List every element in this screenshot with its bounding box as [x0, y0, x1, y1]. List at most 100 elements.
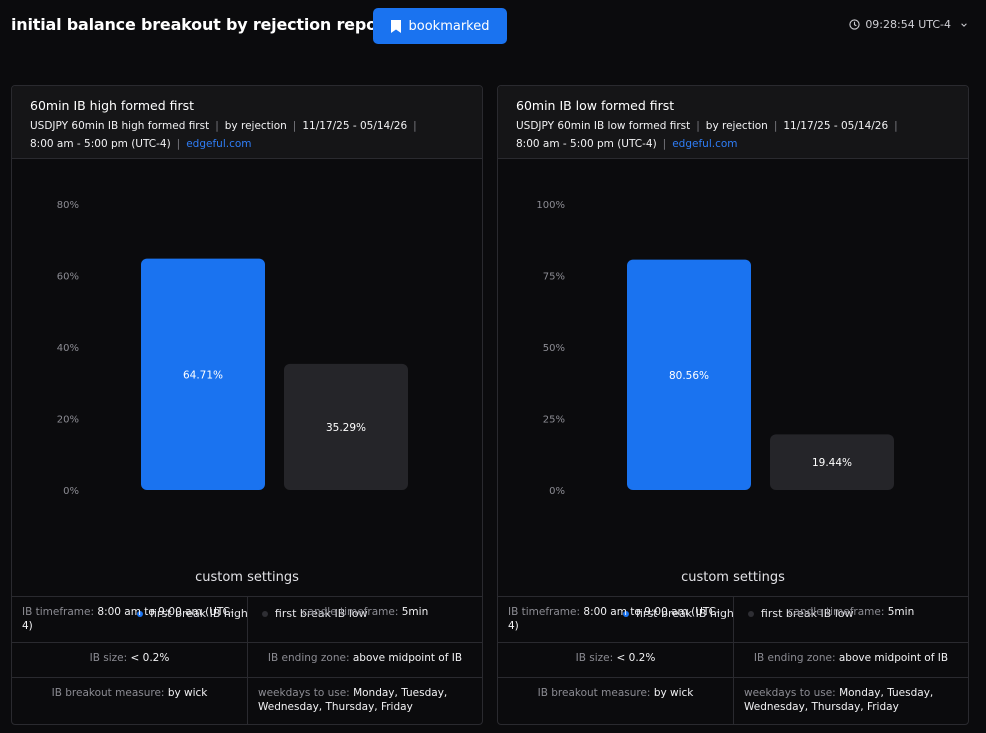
- clock-time: 09:28:54 UTC-4: [865, 18, 951, 31]
- top-bar: initial balance breakout by rejection re…: [0, 0, 986, 52]
- clock-icon: [849, 19, 860, 30]
- legend-item-low: first break IB low: [747, 607, 854, 620]
- chevron-down-icon: [961, 22, 967, 27]
- bar-low: [770, 434, 894, 490]
- y-tick-label: 80%: [57, 200, 79, 211]
- setting-ib-size: IB size: < 0.2%: [12, 643, 247, 677]
- meta-hours: 8:00 am - 5:00 pm (UTC-4): [30, 138, 171, 150]
- setting-value: by wick: [167, 687, 208, 699]
- setting-value: above midpoint of IB: [352, 652, 463, 664]
- settings-row: IB size: < 0.2% IB ending zone: above mi…: [12, 643, 482, 678]
- legend-dot: [261, 610, 268, 617]
- legend-label: first break IB low: [760, 607, 854, 620]
- meta-dates: 11/17/25 - 05/14/26: [302, 120, 408, 132]
- legend-dot: [137, 610, 143, 617]
- chart-svg: 0% 25% 50% 75% 100% 80.56% 19.44%: [536, 200, 894, 497]
- y-tick-label: 25%: [543, 415, 565, 426]
- setting-candle-timeframe: candle timeframe: 5min: [733, 597, 968, 642]
- y-tick-label: 0%: [63, 486, 79, 497]
- bar-high: [141, 258, 265, 490]
- settings-grid: IB timeframe: 8:00 am to 9:00 am (UTC-4)…: [12, 596, 482, 724]
- settings-row: IB size: < 0.2% IB ending zone: above mi…: [498, 643, 968, 678]
- setting-breakout-measure: IB breakout measure: by wick: [12, 678, 247, 724]
- legend-item-high: first break IB high: [137, 607, 248, 620]
- meta-subject: USDJPY 60min IB low formed first: [516, 120, 691, 132]
- legend-label: first break IB high: [150, 607, 248, 620]
- bookmark-button[interactable]: bookmarked: [373, 8, 507, 44]
- settings-row: IB breakout measure: by wick weekdays to…: [498, 678, 968, 724]
- setting-value: Monday, Tuesday, Wednesday, Thursday, Fr…: [258, 687, 448, 713]
- bookmark-label: bookmarked: [408, 18, 490, 34]
- card-meta: USDJPY 60min IB high formed first | by rej…: [30, 120, 417, 150]
- y-tick-label: 60%: [57, 272, 79, 283]
- meta-method: by rejection: [224, 120, 287, 132]
- chart-svg: 0% 20% 40% 60% 80% 64.71% 35.29%: [57, 200, 408, 497]
- settings-title: custom settings: [681, 570, 785, 585]
- legend-label: first break IB low: [274, 607, 368, 620]
- setting-key: IB size:: [89, 652, 128, 664]
- setting-value: by wick: [653, 687, 694, 699]
- setting-value: 8:00 am to 9:00 am (UTC-4): [22, 606, 234, 632]
- timezone-selector[interactable]: 09:28:54 UTC-4: [849, 18, 968, 31]
- legend-dot: [747, 610, 754, 617]
- bar-chart: 0% 20% 40% 60% 80% 64.71% 35.29% first break I…: [12, 194, 482, 620]
- setting-value: 8:00 am to 9:00 am (UTC-4): [508, 606, 720, 632]
- legend-item-low: first break IB low: [261, 607, 368, 620]
- bar-data-label: 64.71%: [183, 369, 223, 381]
- setting-key: IB timeframe:: [22, 606, 95, 618]
- setting-key: IB ending zone:: [267, 652, 350, 664]
- y-tick-label: 100%: [536, 200, 565, 211]
- settings-row: IB timeframe: 8:00 am to 9:00 am (UTC-4)…: [498, 597, 968, 643]
- setting-key: IB breakout measure:: [51, 687, 165, 699]
- bar-high: [627, 259, 751, 490]
- setting-value: 5min: [401, 606, 429, 618]
- settings-row: IB breakout measure: by wick weekdays to…: [12, 678, 482, 724]
- legend-dot: [623, 610, 629, 617]
- setting-value: < 0.2%: [130, 652, 170, 664]
- setting-key: IB breakout measure:: [537, 687, 651, 699]
- setting-value: above midpoint of IB: [838, 652, 949, 664]
- report-card-ib-low: 60min IB low formed first USDJPY 60min I…: [497, 85, 969, 725]
- meta-source-link[interactable]: edgeful.com: [186, 138, 252, 150]
- bar-data-label: 19.44%: [812, 457, 852, 469]
- setting-weekdays: weekdays to use: Monday, Tuesday, Wednes…: [247, 678, 482, 724]
- setting-key: candle timeframe:: [787, 606, 885, 618]
- setting-weekdays: weekdays to use: Monday, Tuesday, Wednes…: [733, 678, 968, 724]
- legend-item-high: first break IB high: [623, 607, 734, 620]
- page-title: initial balance breakout by rejection re…: [11, 15, 393, 34]
- setting-key: weekdays to use:: [744, 687, 836, 699]
- y-tick-label: 0%: [549, 486, 565, 497]
- meta-source-link[interactable]: edgeful.com: [672, 138, 738, 150]
- meta-subject: USDJPY 60min IB high formed first: [30, 120, 210, 132]
- chart-legend: first break IB high first break IB low: [137, 607, 368, 620]
- bar-chart: 0% 25% 50% 75% 100% 80.56% 19.44% first break …: [498, 194, 968, 620]
- meta-dates: 11/17/25 - 05/14/26: [783, 120, 889, 132]
- meta-method: by rejection: [705, 120, 768, 132]
- report-card-ib-high: 60min IB high formed first USDJPY 60min …: [11, 85, 483, 725]
- setting-key: IB ending zone:: [753, 652, 836, 664]
- card-title: 60min IB low formed first: [516, 98, 675, 113]
- card-header: 60min IB high formed first USDJPY 60min …: [12, 86, 482, 159]
- bookmark-icon: [390, 19, 401, 33]
- setting-ib-timeframe: IB timeframe: 8:00 am to 9:00 am (UTC-4): [12, 597, 247, 642]
- card-meta: USDJPY 60min IB low formed first | by reje…: [516, 120, 898, 150]
- meta-hours: 8:00 am - 5:00 pm (UTC-4): [516, 138, 657, 150]
- legend-label: first break IB high: [636, 607, 734, 620]
- bar-data-label: 35.29%: [326, 422, 366, 434]
- setting-ib-size: IB size: < 0.2%: [498, 643, 733, 677]
- setting-ending-zone: IB ending zone: above midpoint of IB: [247, 643, 482, 677]
- setting-key: weekdays to use:: [258, 687, 350, 699]
- setting-ending-zone: IB ending zone: above midpoint of IB: [733, 643, 968, 677]
- settings-title: custom settings: [195, 570, 299, 585]
- settings-grid: IB timeframe: 8:00 am to 9:00 am (UTC-4)…: [498, 596, 968, 724]
- setting-key: candle timeframe:: [301, 606, 399, 618]
- y-tick-label: 40%: [57, 343, 79, 354]
- settings-row: IB timeframe: 8:00 am to 9:00 am (UTC-4)…: [12, 597, 482, 643]
- card-title: 60min IB high formed first: [30, 98, 195, 113]
- setting-breakout-measure: IB breakout measure: by wick: [498, 678, 733, 724]
- setting-candle-timeframe: candle timeframe: 5min: [247, 597, 482, 642]
- setting-value: Monday, Tuesday, Wednesday, Thursday, Fr…: [744, 687, 934, 713]
- bar-data-label: 80.56%: [669, 370, 709, 382]
- y-tick-label: 20%: [57, 415, 79, 426]
- card-header: 60min IB low formed first USDJPY 60min I…: [498, 86, 968, 159]
